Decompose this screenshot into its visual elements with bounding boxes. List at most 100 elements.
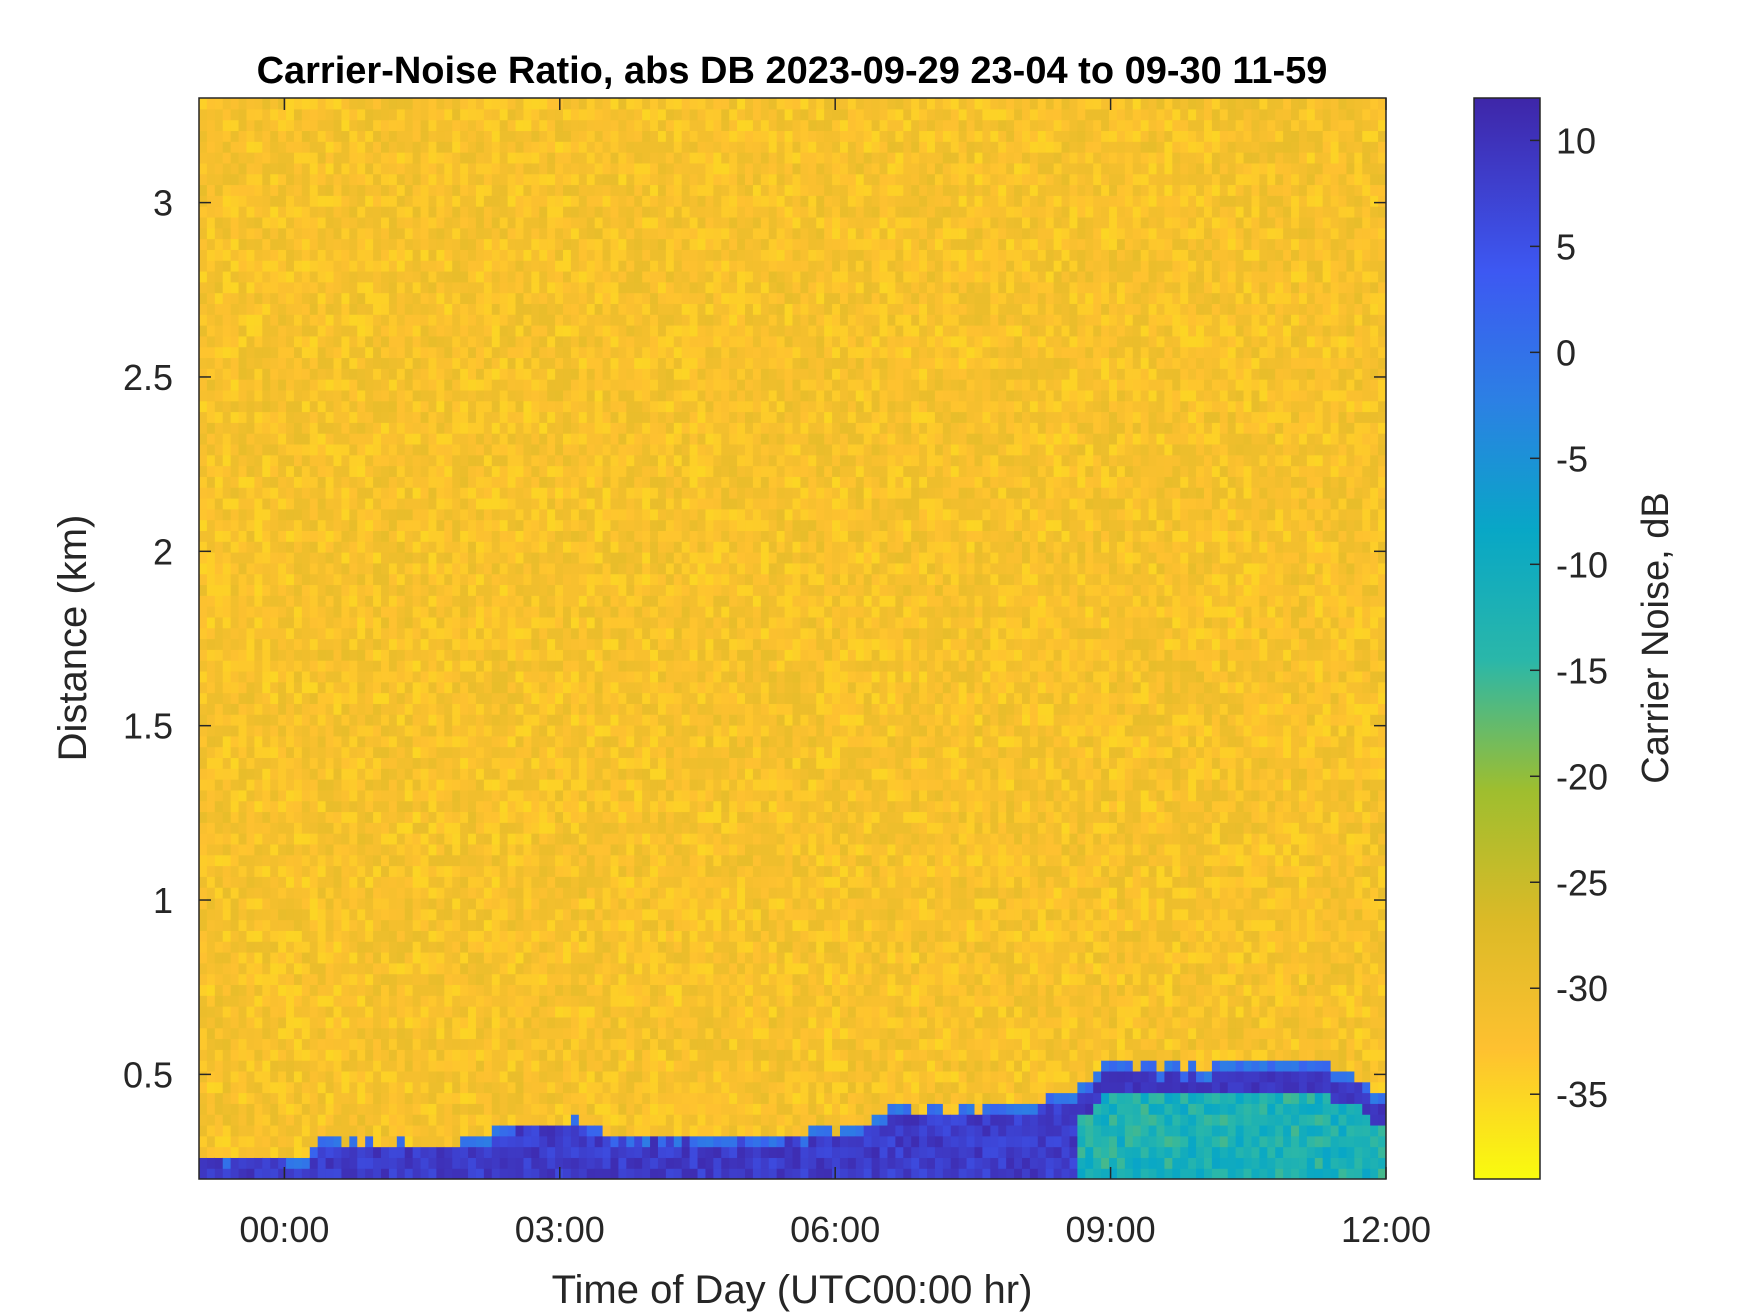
heatmap-cell [246,1114,255,1126]
heatmap-cell [578,995,588,1007]
heatmap-cell [333,811,343,823]
heatmap-cell [238,1060,248,1072]
heatmap-cell [206,1135,216,1148]
heatmap-cell [491,1027,501,1040]
heatmap-cell [491,908,501,921]
heatmap-cell [563,314,572,326]
heatmap-cell [547,876,556,888]
heatmap-cell [365,897,374,910]
heatmap-cell [325,260,335,272]
heatmap-cell [586,811,596,823]
heatmap-cell [444,162,453,175]
heatmap-cell [491,270,501,283]
heatmap-cell [420,389,430,402]
heatmap-cell [444,400,453,413]
heatmap-cell [460,108,469,121]
heatmap-cell [230,303,240,315]
heatmap-cell [206,119,216,132]
heatmap-cell [206,800,216,813]
heatmap-cell [341,346,350,359]
heatmap-cell [246,768,255,780]
heatmap-cell [444,735,453,748]
heatmap-cell [515,541,525,553]
heatmap-cell [444,951,453,964]
heatmap-cell [444,627,453,640]
heatmap-cell [309,1103,319,1115]
heatmap-cell [491,303,501,315]
heatmap-cell [341,1016,350,1029]
heatmap-cell [507,162,517,175]
heatmap-cell [555,973,564,986]
heatmap-cell [578,908,588,921]
heatmap-cell [293,1135,303,1148]
heatmap-cell [325,108,335,121]
heatmap-cell [452,1049,461,1061]
heatmap-cell [444,1103,453,1115]
heatmap-cell [547,692,556,704]
heatmap-cell [365,1060,374,1072]
heatmap-cell [586,649,596,661]
heatmap-cell [357,292,366,304]
heatmap-cell [278,1146,287,1158]
heatmap-cell [381,951,390,964]
heatmap-cell [396,562,406,575]
heatmap-cell [381,1038,390,1050]
heatmap-cell [333,346,343,359]
heatmap-cell [230,173,240,186]
heatmap-cell [460,411,469,423]
heatmap-cell [222,584,232,596]
heatmap-cell [412,497,422,510]
heatmap-cell [238,487,248,499]
heatmap-cell [491,476,501,488]
heatmap-cell [412,357,422,369]
heatmap-cell [539,638,548,650]
heatmap-cell [436,930,445,942]
heatmap-cell [206,270,216,283]
heatmap-cell [293,357,303,369]
heatmap-cell [325,573,335,586]
heatmap-cell [381,995,390,1007]
heatmap-cell [230,562,240,575]
heatmap-cell [333,1016,343,1029]
heatmap-cell [199,465,208,477]
heatmap-cell [254,757,263,769]
heatmap-cell [246,216,255,229]
heatmap-cell [515,433,525,445]
heatmap-cell [238,519,248,531]
heatmap-cell [365,541,374,553]
heatmap-cell [404,454,414,467]
heatmap-cell [539,227,548,240]
heatmap-cell [547,465,556,477]
heatmap-cell [286,973,295,986]
heatmap-cell [278,519,287,531]
heatmap-cell [420,984,430,996]
heatmap-cell [286,779,295,791]
heatmap-cell [286,173,295,186]
heatmap-cell [199,519,208,531]
heatmap-cell [293,660,303,672]
heatmap-cell [452,941,461,953]
heatmap-cell [428,897,437,910]
heatmap-cell [420,833,430,845]
heatmap-cell [349,530,358,542]
heatmap-cell [309,476,319,488]
heatmap-cell [547,270,556,283]
heatmap-cell [381,941,390,953]
heatmap-cell [325,270,335,283]
heatmap-cell [452,951,461,964]
heatmap-cell [357,768,366,780]
heatmap-cell [547,368,556,380]
heatmap-cell [317,1016,327,1029]
heatmap-cell [523,487,532,499]
heatmap-cell [381,379,390,391]
heatmap-cell [444,692,453,704]
heatmap-cell [333,941,343,953]
heatmap-cell [428,854,437,867]
heatmap-cell [523,951,532,964]
heatmap-cell [412,670,422,683]
heatmap-cell [404,606,414,618]
heatmap-cell [341,476,350,488]
heatmap-cell [206,595,216,607]
heatmap-cell [578,1049,588,1061]
heatmap-cell [246,1081,255,1094]
